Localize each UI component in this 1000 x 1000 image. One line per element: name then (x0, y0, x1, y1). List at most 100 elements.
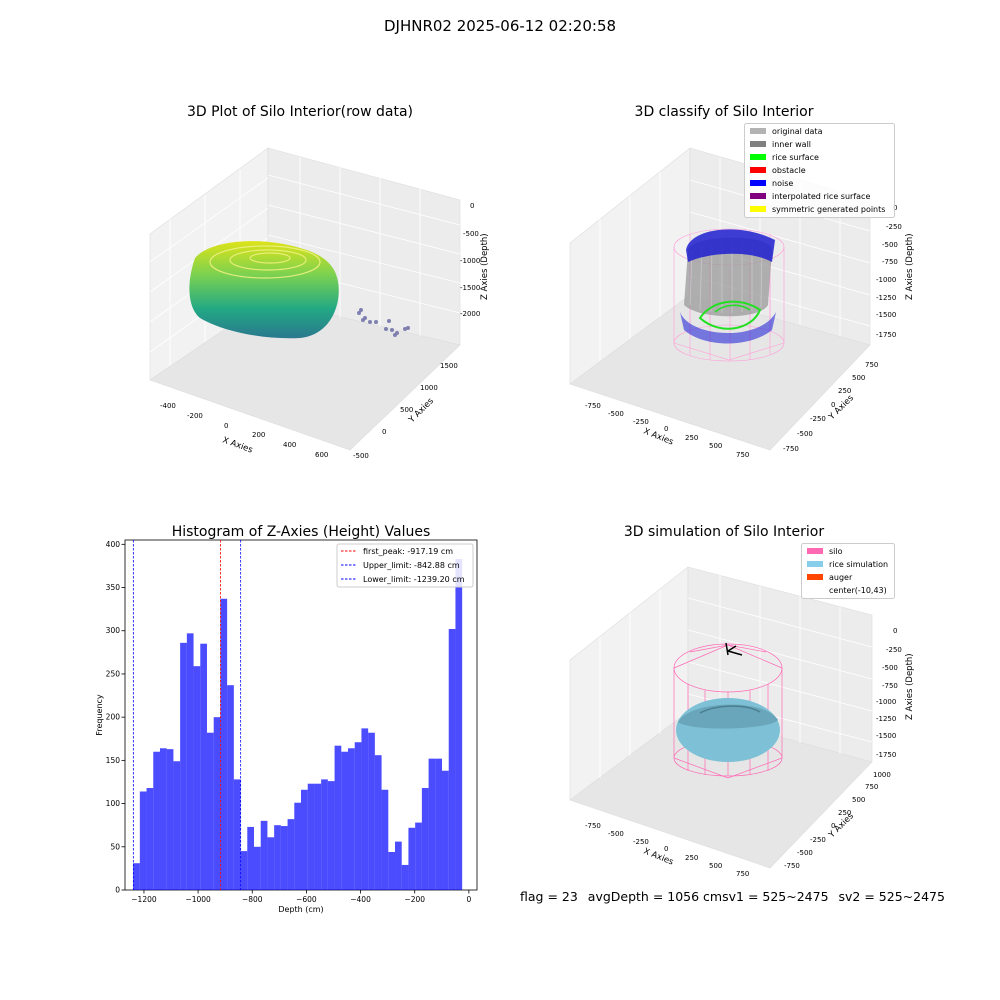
raw-contours (209, 245, 321, 279)
sim-ytick: -250 (810, 836, 826, 844)
simulation-legend: silo rice simulation auger center(-10,43… (801, 543, 895, 599)
histogram-bar (327, 781, 335, 890)
histogram-bar (361, 728, 369, 890)
histogram-bar (314, 783, 322, 890)
histogram-bar (301, 789, 308, 890)
histogram-bar (260, 820, 268, 890)
classify-ztick: 0 (893, 204, 897, 212)
classify-noise-top (686, 229, 775, 262)
status-line: flag = 23 avgDepth = 1056 cmsv1 = 525~24… (520, 889, 951, 904)
histogram-bar (341, 751, 349, 890)
histogram-bar (133, 863, 140, 890)
legend-swatch-rice-sim (807, 561, 823, 567)
classify-rice-surface-inner (714, 304, 751, 313)
classify-legend: original data inner wall rice surface ob… (744, 123, 895, 218)
classify-ztick: -1750 (876, 331, 896, 339)
raw-ztick: -1500 (460, 284, 480, 292)
histogram-bar (280, 826, 288, 890)
classify-xtick: 500 (709, 442, 722, 450)
sim-floor-pane (569, 711, 873, 869)
histogram-bar (307, 783, 315, 890)
sim-xtick: -250 (633, 838, 649, 846)
sim-xtick: 500 (709, 862, 722, 870)
status-avg-depth: avgDepth = 1056 cmsv1 = 525~2475 (587, 889, 829, 904)
histogram-bar (435, 758, 443, 890)
histogram-xtick-label: −800 (242, 895, 263, 904)
raw-ytick: 1500 (440, 362, 458, 370)
raw-ztick: -2000 (460, 310, 480, 318)
histogram-xlabel: Depth (cm) (278, 905, 323, 914)
histogram-xtick-label: 0 (466, 895, 471, 904)
classify-ztick: -500 (882, 241, 898, 249)
histogram-xtick-label: −1000 (185, 895, 211, 904)
classify-noise-bottom (680, 312, 776, 344)
sim-ytick: 500 (852, 796, 865, 804)
raw-xtick: -200 (187, 412, 203, 420)
sim-xtick: -500 (608, 830, 624, 838)
sim-ztick: -250 (886, 646, 902, 654)
histogram-bar (146, 788, 154, 890)
legend-label-auger: auger (829, 573, 853, 582)
legend-label-rice-sim: rice simulation (829, 560, 888, 569)
classify-ztick: -1250 (876, 294, 896, 302)
histogram-bar (448, 629, 456, 890)
legend-swatch-original-data (750, 128, 766, 134)
sim-ztick: -1250 (876, 715, 896, 723)
classify-ztick: -750 (882, 258, 898, 266)
legend-swatch-auger (807, 574, 823, 580)
legend-swatch-silo (807, 548, 823, 554)
raw-zlabel: Z Axies (Depth) (480, 233, 490, 300)
histogram-bar (186, 633, 194, 890)
histogram-ytick-label: 250 (106, 669, 121, 678)
histogram-bar (442, 770, 449, 890)
histogram-bar (153, 751, 160, 890)
histogram-ytick-label: 300 (106, 626, 121, 635)
histogram-ylabel: Frequency (95, 694, 104, 736)
raw-xtick: 600 (315, 451, 328, 459)
sim-ytick: -750 (784, 862, 800, 870)
legend-swatch-inner-wall (750, 141, 766, 147)
classify-rice-surface (698, 300, 762, 330)
histogram-bar (267, 837, 275, 890)
legend-upper-limit: Upper_limit: -842.88 cm (363, 561, 460, 570)
histogram-bar (354, 742, 362, 890)
histogram-bar (220, 598, 228, 890)
histogram-bar (408, 827, 416, 890)
raw-ytick: 0 (382, 428, 386, 436)
histogram-legend: first_peak: -917.19 cm Upper_limit: -842… (336, 543, 474, 588)
histogram-ytick-label: 400 (106, 540, 121, 549)
classify-xtick: 750 (736, 451, 749, 459)
sim-ztick: -1750 (876, 751, 896, 759)
raw-xtick: -400 (160, 402, 176, 410)
classify-xtick: 250 (685, 434, 698, 442)
histogram-bar (274, 825, 281, 890)
classify-xtick: -500 (608, 410, 624, 418)
legend-label-rice-surface: rice surface (772, 153, 819, 162)
histogram-bar (321, 779, 328, 890)
simulation-3d-plot: -750 -500 -250 0 250 500 750 -750 -500 -… (569, 566, 915, 878)
classify-xtick: -750 (585, 402, 601, 410)
legend-swatch-interpolated (750, 193, 766, 199)
classify-inner-wall (684, 237, 772, 317)
raw-ytick: 1000 (420, 384, 438, 392)
classify-ytick: -250 (810, 415, 826, 423)
sim-ztick: 0 (893, 627, 897, 635)
status-sv2: sv2 = 525~2475 (838, 889, 945, 904)
raw-ztick: -500 (463, 230, 479, 238)
histogram-bar (213, 717, 221, 890)
histogram-bar (374, 755, 382, 890)
raw-ztick: -1000 (460, 257, 480, 265)
sim-ytick: 250 (838, 809, 851, 817)
simulation-plot-title: 3D simulation of Silo Interior (623, 524, 825, 540)
sim-xtick: 0 (664, 845, 668, 853)
raw-3d-plot: -400 -200 0 200 400 600 -500 0 500 1000 … (149, 147, 490, 460)
sim-rice-top (678, 704, 778, 729)
histogram-bar (381, 789, 389, 890)
histogram-bar (348, 748, 355, 890)
sim-rice-ridge (699, 705, 761, 714)
histogram-bar (388, 851, 396, 890)
classify-plot-title: 3D classify of Silo Interior (634, 104, 814, 120)
classify-ytick: -500 (797, 430, 813, 438)
sim-xtick: 250 (685, 854, 698, 862)
histogram-bar (253, 846, 261, 890)
